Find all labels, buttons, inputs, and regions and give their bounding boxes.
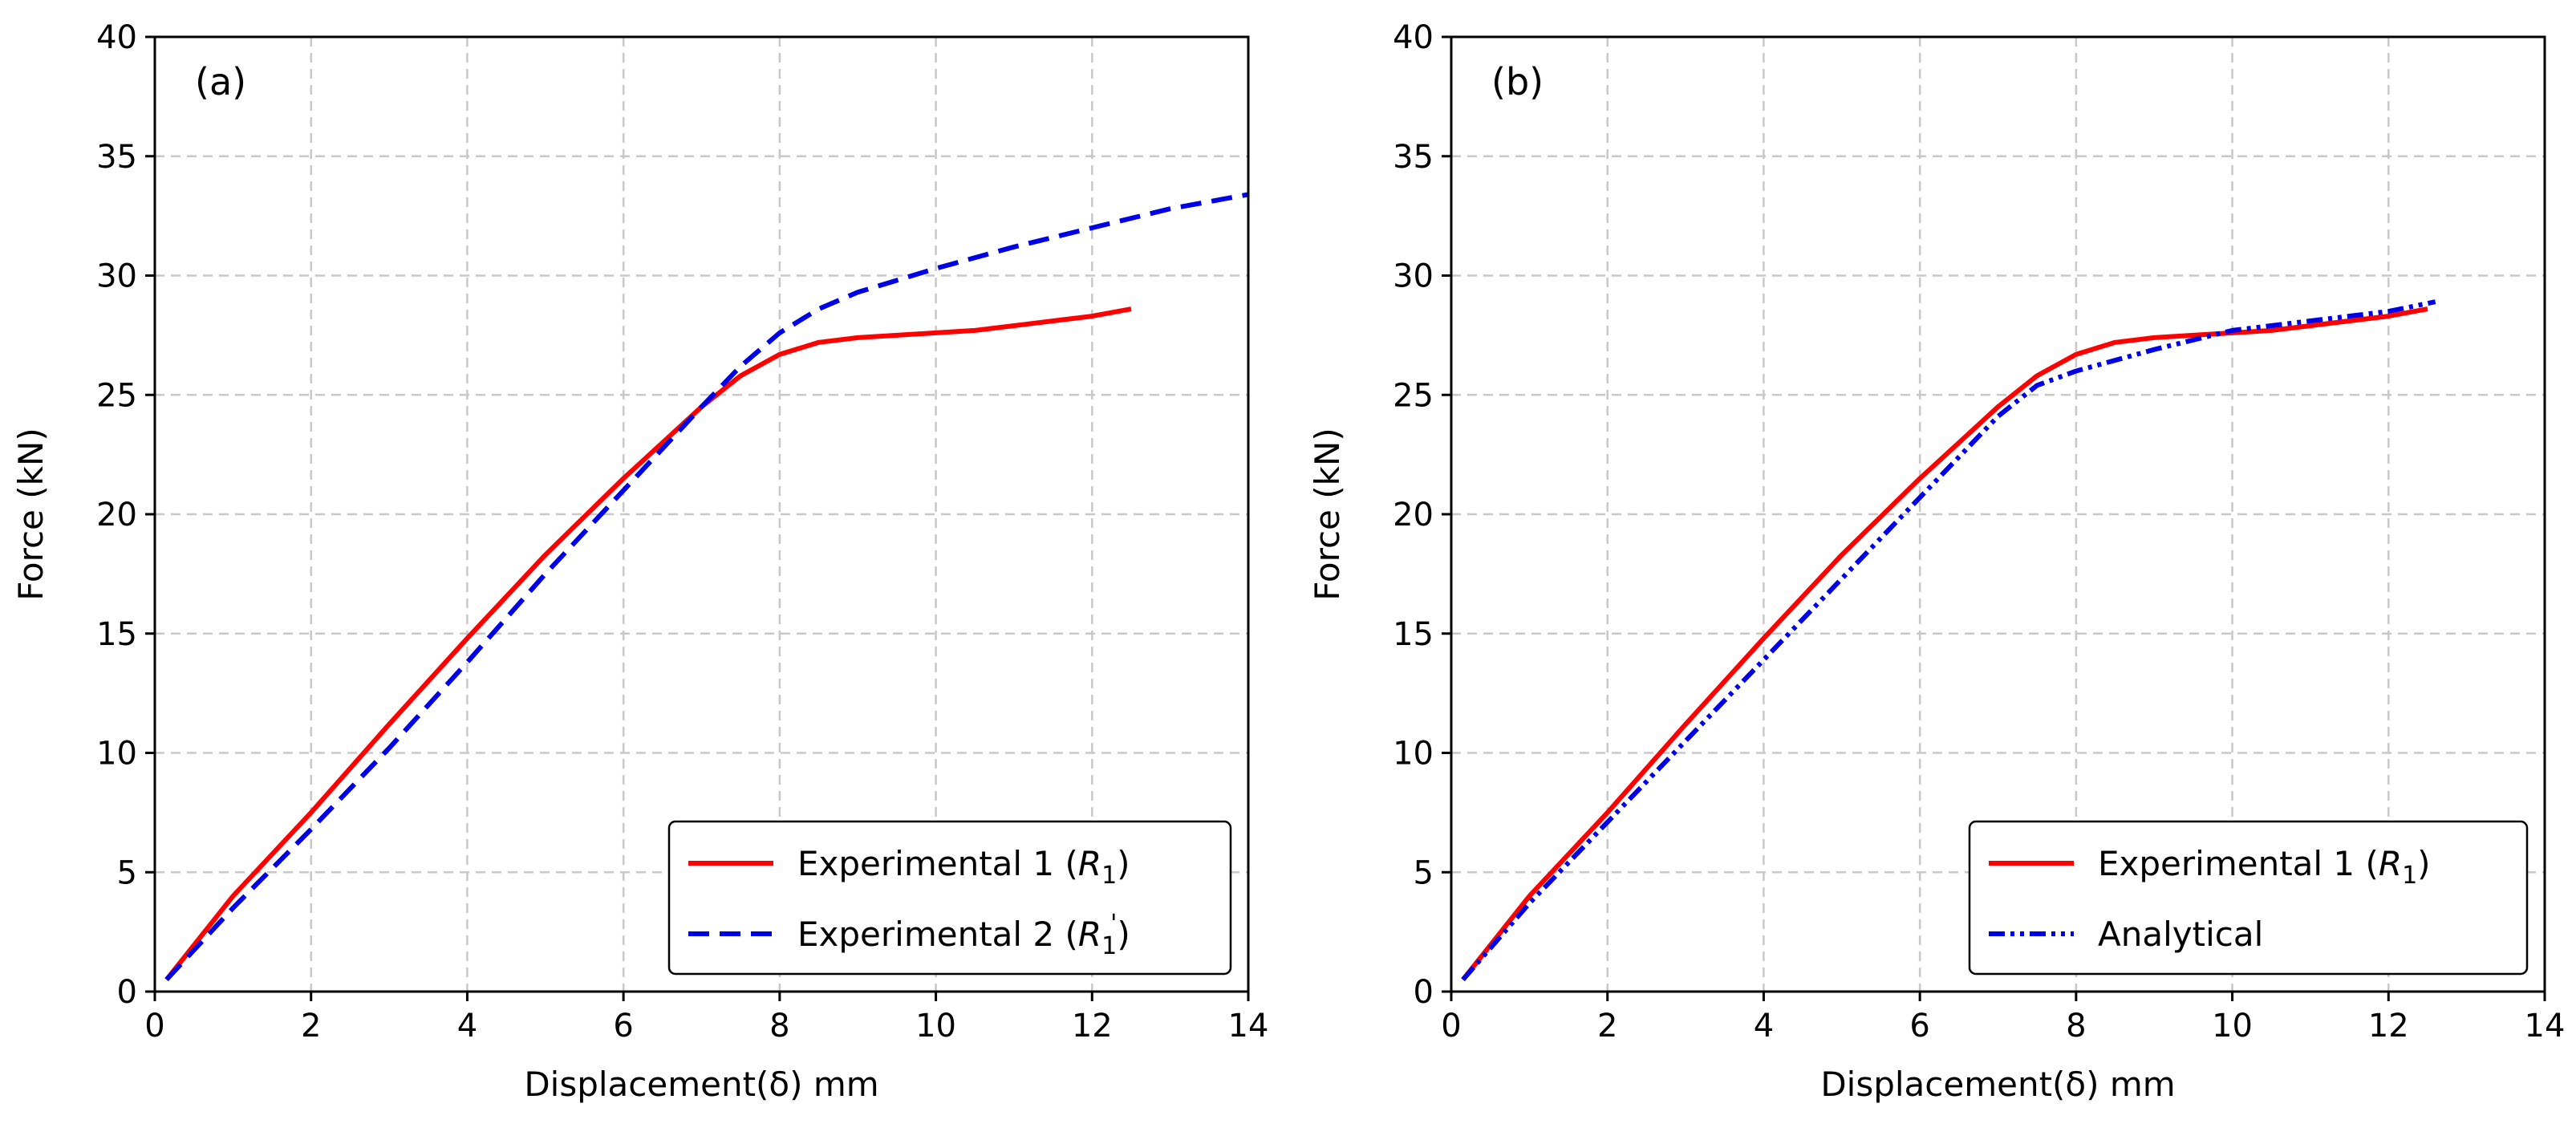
axes-frame bbox=[1450, 35, 2546, 993]
x-tick-label: 12 bbox=[2368, 1008, 2409, 1045]
panel-label: (a) bbox=[195, 60, 246, 103]
legend-label-1: Experimental 1 (R1) bbox=[2098, 844, 2431, 890]
series-line-1 bbox=[164, 306, 1132, 981]
y-tick-label: 10 bbox=[96, 736, 137, 773]
x-tick-label: 14 bbox=[2525, 1008, 2566, 1045]
y-tick-label: 15 bbox=[96, 616, 137, 653]
x-tick-label: 0 bbox=[144, 1008, 164, 1045]
y-tick-label: 30 bbox=[1393, 258, 1434, 295]
y-tick-label: 35 bbox=[1393, 139, 1434, 176]
chart-panel-a: 0 2 4 6 8 10 12 14 0 5 10 15 20 25 30 35 40 (a) Displaceme… bbox=[11, 19, 1268, 1104]
x-tick-label: 12 bbox=[1072, 1008, 1113, 1045]
y-tick-label: 30 bbox=[96, 258, 137, 295]
x-tick-label: 8 bbox=[2066, 1008, 2086, 1045]
legend-box bbox=[667, 820, 1232, 976]
x-tick-label: 8 bbox=[769, 1008, 789, 1045]
y-tick-label: 25 bbox=[96, 377, 137, 414]
y-tick-label: 0 bbox=[1414, 974, 1434, 1011]
legend-label-2: Analytical bbox=[2098, 915, 2263, 954]
x-tick-label: 4 bbox=[457, 1008, 477, 1045]
x-axis-label: Displacement(δ) mm bbox=[1820, 1065, 2175, 1104]
axes-frame bbox=[153, 35, 1250, 993]
series-line-2 bbox=[1461, 299, 2436, 982]
legend-label-1: Experimental 1 (R1) bbox=[797, 844, 1130, 890]
y-tick-label: 20 bbox=[1393, 497, 1434, 533]
x-tick-label: 10 bbox=[915, 1008, 956, 1045]
legend-box bbox=[1968, 820, 2529, 976]
x-tick-label: 6 bbox=[1909, 1008, 1929, 1045]
panel-label: (b) bbox=[1491, 60, 1544, 103]
chart-panel-b: 0 2 4 6 8 10 12 14 0 5 10 15 20 25 30 35 40 (b) Displaceme… bbox=[1308, 19, 2565, 1104]
x-tick-label: 6 bbox=[613, 1008, 633, 1045]
x-tick-label: 0 bbox=[1441, 1008, 1461, 1045]
legend-label-2: Experimental 2 (R1') bbox=[797, 910, 1130, 960]
series-line-2 bbox=[164, 192, 1249, 982]
legend: Experimental 1 (R1) Analytical bbox=[1968, 820, 2529, 976]
y-tick-label: 10 bbox=[1393, 736, 1434, 773]
series-line-1 bbox=[1461, 306, 2428, 981]
x-tick-label: 14 bbox=[1228, 1008, 1269, 1045]
legend: Experimental 1 (R1) Experimental 2 (R1') bbox=[667, 820, 1232, 976]
y-axis-label: Force (kN) bbox=[1308, 428, 1347, 601]
x-axis-label: Displacement(δ) mm bbox=[524, 1065, 878, 1104]
y-tick-label: 25 bbox=[1393, 377, 1434, 414]
y-tick-label: 0 bbox=[117, 974, 137, 1011]
x-tick-label: 2 bbox=[1597, 1008, 1617, 1045]
y-tick-label: 40 bbox=[96, 19, 137, 56]
y-tick-label: 5 bbox=[1414, 854, 1434, 891]
y-tick-label: 15 bbox=[1393, 616, 1434, 653]
x-tick-label: 4 bbox=[1754, 1008, 1774, 1045]
x-tick-label: 2 bbox=[301, 1008, 321, 1045]
y-tick-label: 5 bbox=[117, 854, 137, 891]
x-tick-label: 10 bbox=[2212, 1008, 2253, 1045]
y-tick-label: 20 bbox=[96, 497, 137, 533]
y-tick-label: 35 bbox=[96, 139, 137, 176]
y-axis-label: Force (kN) bbox=[11, 428, 51, 601]
y-tick-label: 40 bbox=[1393, 19, 1434, 56]
